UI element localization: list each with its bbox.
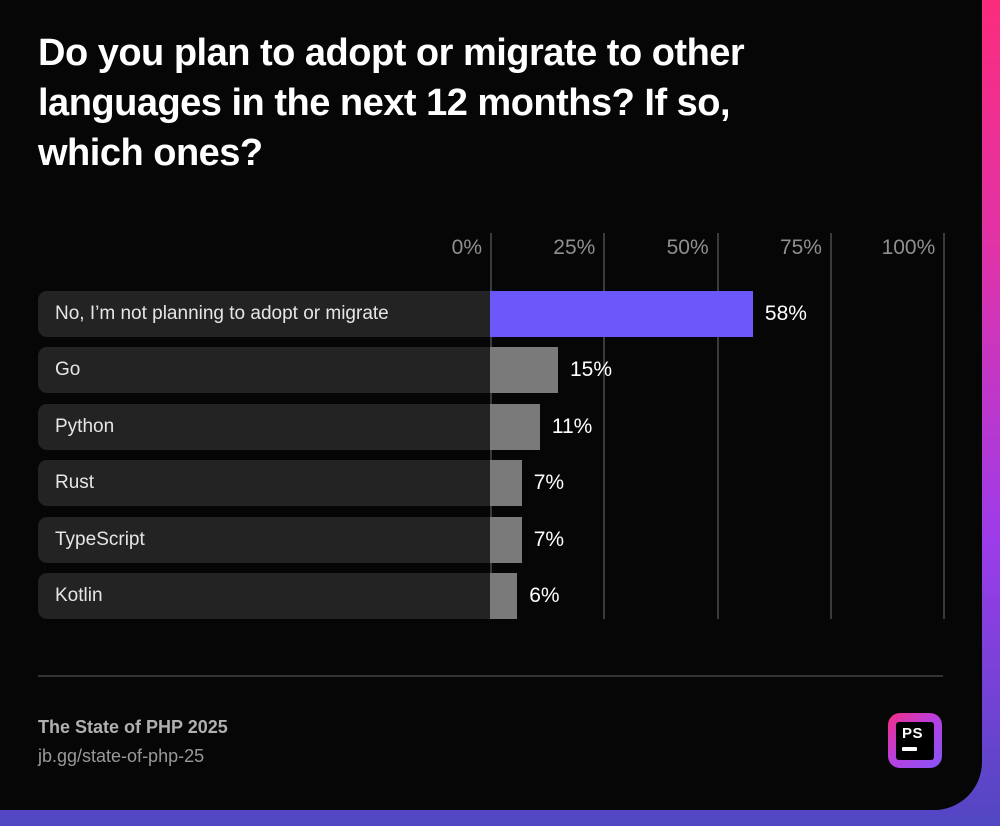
source-url: jb.gg/state-of-php-25: [38, 746, 205, 766]
category-label-pill: No, I’m not planning to adopt or migrate: [38, 290, 490, 337]
bar-default: [490, 573, 518, 619]
bar-default: [490, 347, 558, 393]
footer-divider: [38, 675, 943, 677]
value-label: 7%: [533, 471, 565, 494]
category-label: Rust: [55, 472, 95, 493]
gridline-50%: [716, 233, 719, 619]
value-label: 58%: [764, 301, 807, 325]
value-label: 11%: [551, 414, 593, 438]
gridline-25%: [603, 233, 606, 619]
chart-title: Do you plan to adopt or migrate to other…: [38, 28, 745, 178]
axis-tick-label: 50%: [666, 236, 709, 259]
source-title: The State of PHP 2025: [38, 717, 228, 737]
chart-title-line-1: Do you plan to adopt or migrate to other: [38, 32, 745, 74]
phpstorm-logo-text: PS: [902, 724, 924, 742]
phpstorm-logo-inner: PS: [896, 721, 934, 760]
value-label: 15%: [569, 358, 613, 381]
axis-tick-label: 100%: [881, 236, 936, 259]
chart-title-line-2: languages in the next 12 months? If so,: [38, 82, 731, 124]
category-label-pill: Python: [38, 403, 490, 450]
bar-default: [490, 516, 522, 563]
category-label: Python: [55, 415, 115, 437]
axis-tick-label: 25%: [553, 236, 596, 259]
phpstorm-logo-underscore-icon: [902, 746, 917, 751]
category-label-pill: Go: [38, 347, 490, 393]
axis-tick-label: 0%: [451, 236, 482, 259]
category-label: TypeScript: [55, 528, 145, 550]
infographic-canvas: Do you plan to adopt or migrate to other…: [0, 0, 982, 810]
category-label: Kotlin: [55, 585, 103, 606]
axis-tick-label: 75%: [779, 236, 822, 259]
category-label: No, I’m not planning to adopt or migrate: [55, 302, 389, 324]
value-label: 6%: [529, 584, 560, 607]
bar-default: [490, 403, 540, 450]
category-label: Go: [55, 359, 81, 380]
category-label-pill: TypeScript: [38, 516, 490, 563]
plot-area: 0% 25% 50% 75% 100% No, I’m not planning to a…: [38, 233, 946, 619]
phpstorm-logo: PS: [888, 713, 942, 768]
category-label-pill: Kotlin: [38, 573, 490, 619]
gridline-100%: [943, 233, 946, 619]
chart-title-line-3: which ones?: [38, 132, 263, 174]
category-label-pill: Rust: [38, 460, 490, 506]
value-label: 7%: [533, 527, 565, 551]
bar-default: [490, 460, 522, 506]
bar-highlight: [490, 290, 753, 337]
gridline-75%: [829, 233, 832, 619]
